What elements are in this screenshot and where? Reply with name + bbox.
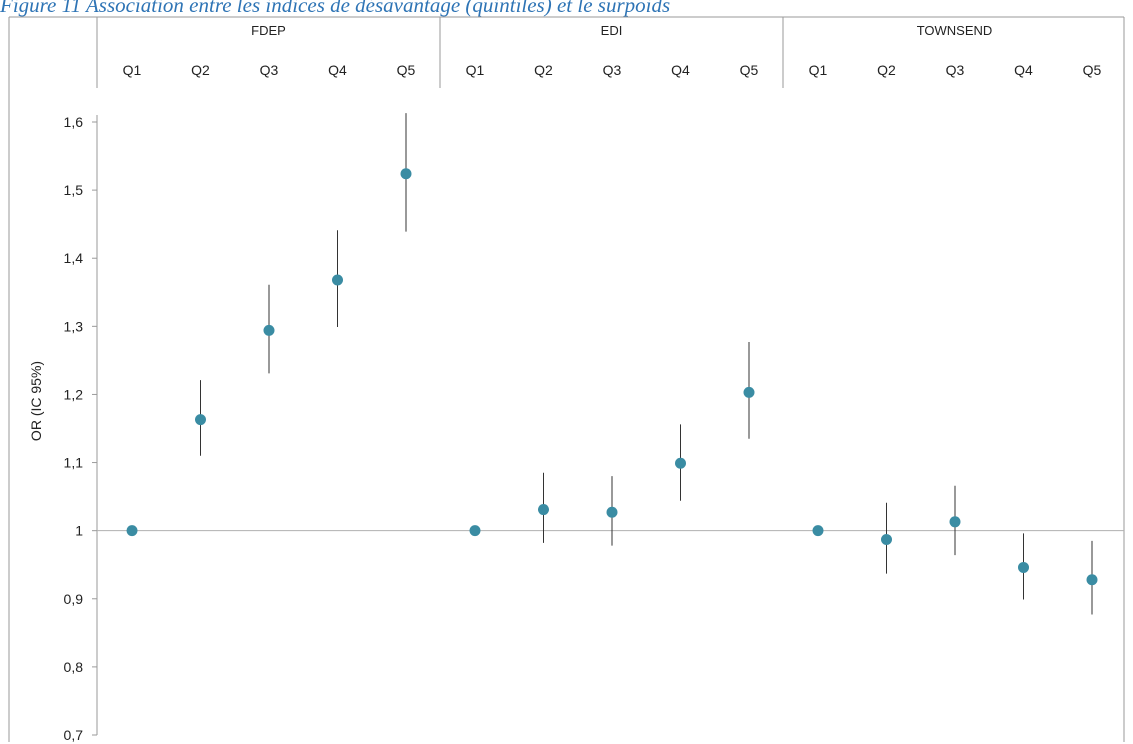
category-label: Q1 [809,62,828,78]
y-tick-label: 0,7 [64,727,84,743]
odds-ratio-point [1018,561,1029,573]
category-label: Q4 [1014,62,1033,78]
y-tick-label: 1 [75,523,83,539]
odds-ratio-point [400,168,412,180]
category-label: Q2 [191,62,210,78]
odds-ratio-point [469,525,481,537]
y-axis-label: OR (IC 95%) [28,361,44,441]
group-label: TOWNSEND [917,23,993,38]
category-label: Q5 [1083,62,1102,78]
odds-ratio-point [538,504,549,516]
data-marks [126,113,1098,615]
y-tick-label: 0,9 [64,591,84,607]
group-label: FDEP [251,23,286,38]
group-label: EDI [601,23,623,38]
category-label: Q3 [946,62,965,78]
odds-ratio-point [949,516,961,528]
odds-ratio-point [881,534,892,546]
category-label: Q5 [740,62,759,78]
figure-caption: Figure 11 Association entre les indices … [0,0,671,17]
y-tick-label: 1,2 [64,386,84,402]
odds-ratio-point [1086,574,1098,586]
odds-ratio-point [675,457,686,469]
y-axis: 0,7 0,8 0,9 1 1,1 1,2 1,3 1,4 1,5 1,6 [64,114,97,743]
y-tick-label: 0,8 [64,659,84,675]
odds-ratio-point [332,274,343,286]
category-label: Q3 [603,62,622,78]
y-tick-label: 1,3 [64,318,84,334]
category-label: Q4 [328,62,347,78]
group-header: FDEP Q1 Q2 Q3 Q4 Q5 EDI Q1 Q2 Q3 Q4 Q5 TOWNSEND Q1 Q2 Q… [123,17,1102,88]
category-label: Q3 [260,62,279,78]
y-tick-label: 1,1 [64,455,84,471]
odds-ratio-point [743,386,755,398]
odds-ratio-point [263,324,275,336]
plot-frame [8,16,1125,742]
category-label: Q5 [397,62,416,78]
category-label: Q1 [466,62,485,78]
category-label: Q2 [534,62,553,78]
odds-ratio-point [195,414,206,426]
y-tick-label: 1,5 [64,182,84,198]
odds-ratio-point [812,525,824,537]
odds-ratio-point [606,506,618,518]
category-label: Q4 [671,62,690,78]
odds-ratio-point [126,525,138,537]
y-tick-label: 1,4 [64,250,84,266]
category-label: Q1 [123,62,142,78]
category-label: Q2 [877,62,896,78]
y-tick-label: 1,6 [64,114,84,130]
